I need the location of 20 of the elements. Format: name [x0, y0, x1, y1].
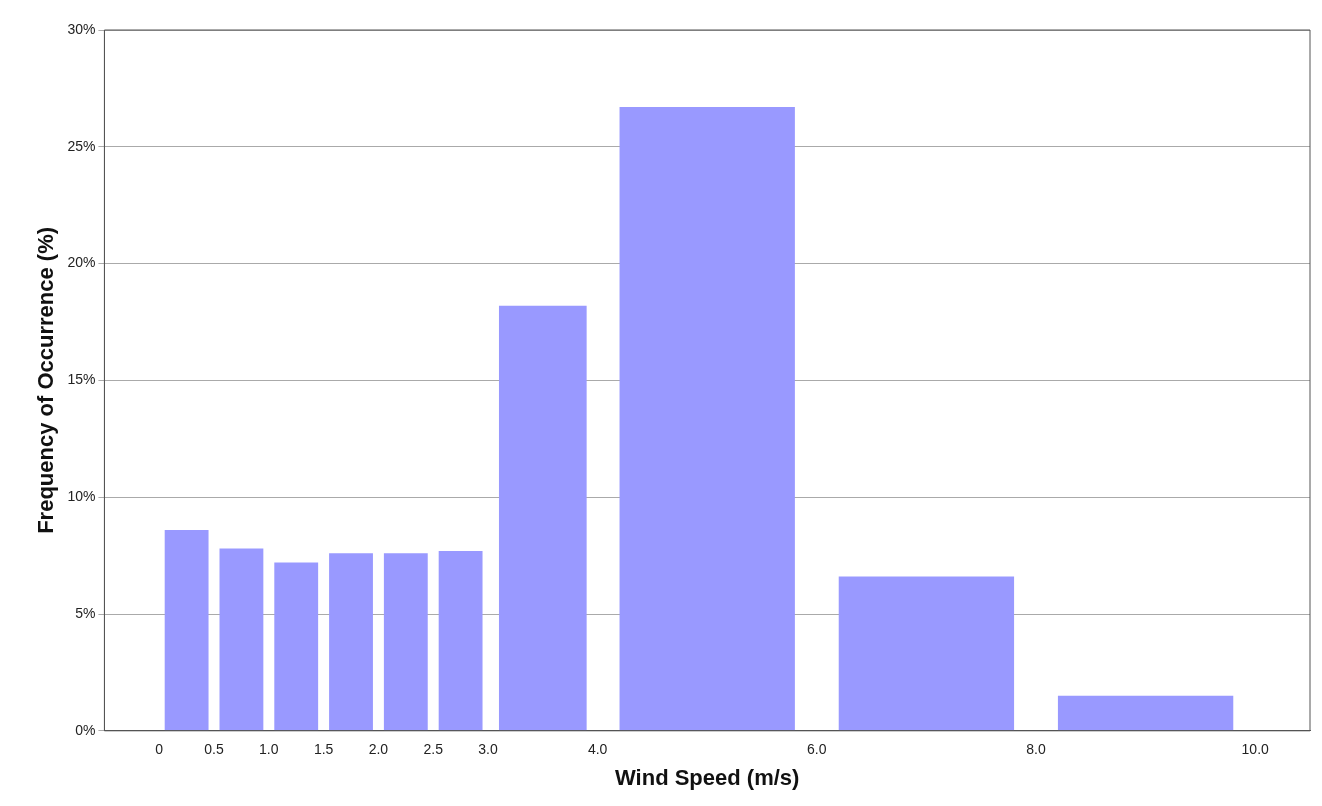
y-axis-title: Frequency of Occurrence (%)	[33, 226, 59, 534]
x-tick-label: 1.0	[259, 741, 279, 758]
y-tick-label: 10%	[67, 488, 96, 505]
x-tick-label: 1.5	[313, 741, 334, 758]
x-axis-title: Wind Speed (m/s)	[615, 764, 800, 790]
x-tick-label: 8.0	[1026, 741, 1046, 758]
y-tick-label: 15%	[67, 371, 96, 388]
x-tick-label: 0.5	[204, 741, 224, 758]
x-tick-label: 2.0	[368, 741, 389, 758]
y-tick-label: 25%	[67, 137, 96, 154]
x-tick-label: 4.0	[587, 741, 608, 758]
x-tick-label: 6.0	[807, 741, 827, 758]
y-tick-label: 0%	[75, 721, 96, 738]
y-tick-label: 5%	[75, 604, 96, 621]
x-tick-label: 0	[155, 741, 164, 758]
y-tick-label: 20%	[67, 254, 96, 271]
x-tick-label: 10.0	[1241, 741, 1270, 758]
y-tick-label: 30%	[67, 20, 96, 37]
x-tick-label: 2.5	[423, 741, 444, 758]
x-tick-label: 3.0	[478, 741, 498, 758]
